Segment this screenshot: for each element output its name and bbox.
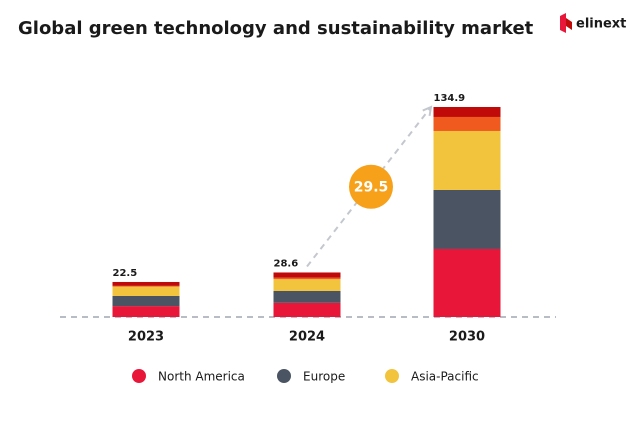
legend-label: Europe xyxy=(303,370,345,384)
legend-swatch xyxy=(132,369,146,383)
bar-segment xyxy=(433,130,501,190)
annotation-badge xyxy=(349,164,393,209)
total-label: 134.9 xyxy=(434,93,466,104)
bar-segment xyxy=(273,272,341,278)
chart-title: Global green technology and sustainabili… xyxy=(18,18,534,39)
bar-segment xyxy=(273,291,341,303)
bar-segment xyxy=(433,116,501,131)
bar-segment xyxy=(112,285,180,287)
logo-text: elinext xyxy=(576,17,626,32)
bar-segment xyxy=(112,306,180,317)
bar-segment xyxy=(112,286,180,296)
x-tick-label: 2023 xyxy=(128,330,164,345)
bar-segment xyxy=(273,279,341,292)
legend-swatch xyxy=(277,369,291,383)
legend-label: Asia-Pacific xyxy=(411,370,479,384)
x-tick-label: 2030 xyxy=(449,330,485,345)
bar-segment xyxy=(112,295,180,307)
x-tick-label: 2024 xyxy=(289,330,325,345)
bar-segment xyxy=(433,107,501,117)
legend-swatch xyxy=(385,369,399,383)
bar-segment xyxy=(273,302,341,317)
arrow-head xyxy=(422,105,433,117)
logo-icon xyxy=(560,13,566,33)
logo-icon xyxy=(566,18,572,30)
bar-segment xyxy=(433,248,501,317)
legend-label: North America xyxy=(158,370,245,384)
total-label: 28.6 xyxy=(274,258,299,269)
annotation: 29.5 xyxy=(354,180,389,196)
bar-segment xyxy=(273,277,341,280)
logo: elinext xyxy=(560,13,626,33)
total-label: 22.5 xyxy=(113,268,138,279)
bar-segment xyxy=(433,189,501,249)
bar-segment xyxy=(112,281,180,286)
